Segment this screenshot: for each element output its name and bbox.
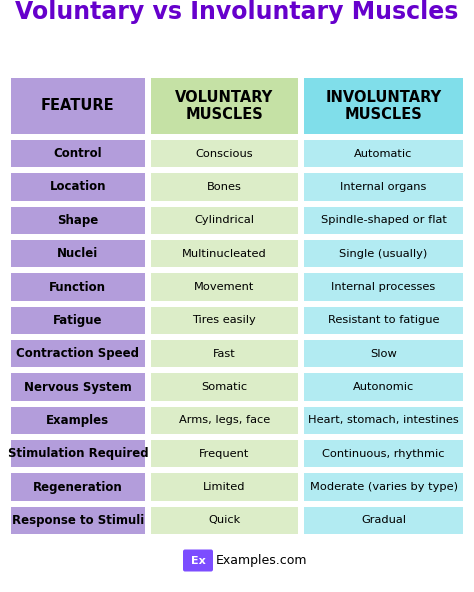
Bar — [304, 140, 463, 168]
Bar — [11, 173, 145, 201]
Text: Control: Control — [54, 147, 102, 160]
Bar — [11, 474, 145, 501]
Text: Nervous System: Nervous System — [24, 381, 132, 394]
Text: Heart, stomach, intestines: Heart, stomach, intestines — [308, 416, 459, 425]
Bar — [151, 307, 298, 334]
Text: Slow: Slow — [370, 349, 397, 359]
Bar — [11, 407, 145, 434]
Text: INVOLUNTARY
MUSCLES: INVOLUNTARY MUSCLES — [326, 90, 442, 122]
Text: Fatigue: Fatigue — [53, 314, 102, 327]
Text: Shape: Shape — [57, 214, 99, 227]
Bar — [11, 78, 145, 134]
Text: Cylindrical: Cylindrical — [194, 215, 255, 226]
Bar — [11, 440, 145, 467]
Text: Conscious: Conscious — [196, 149, 253, 159]
Bar — [11, 240, 145, 268]
Text: Contraction Speed: Contraction Speed — [16, 347, 139, 360]
Bar — [151, 207, 298, 234]
Text: Quick: Quick — [208, 515, 240, 525]
Bar — [151, 240, 298, 268]
Text: Examples.com: Examples.com — [216, 554, 308, 567]
Bar — [304, 440, 463, 467]
Bar — [151, 78, 298, 134]
Bar — [304, 207, 463, 234]
Text: Location: Location — [50, 181, 106, 194]
Text: Automatic: Automatic — [355, 149, 413, 159]
Bar — [151, 340, 298, 367]
Bar — [151, 140, 298, 168]
Text: Spindle-shaped or flat: Spindle-shaped or flat — [320, 215, 447, 226]
Bar — [151, 374, 298, 401]
Text: Examples: Examples — [46, 414, 109, 427]
Text: Internal organs: Internal organs — [340, 182, 427, 192]
Text: Movement: Movement — [194, 282, 255, 292]
Bar — [151, 474, 298, 501]
Text: VOLUNTARY
MUSCLES: VOLUNTARY MUSCLES — [175, 90, 273, 122]
Bar — [304, 374, 463, 401]
Text: Response to Stimuli: Response to Stimuli — [12, 514, 144, 527]
Text: Tires easily: Tires easily — [192, 316, 256, 326]
Bar — [11, 374, 145, 401]
Text: Frequent: Frequent — [199, 449, 250, 459]
Text: Stimulation Required: Stimulation Required — [8, 447, 148, 460]
Bar — [151, 440, 298, 467]
Bar — [11, 307, 145, 334]
Text: Limited: Limited — [203, 482, 246, 492]
Text: Single (usually): Single (usually) — [339, 249, 428, 259]
Bar — [151, 274, 298, 301]
Bar — [304, 307, 463, 334]
Text: Regeneration: Regeneration — [33, 481, 123, 494]
Text: Function: Function — [49, 281, 106, 294]
Bar — [11, 507, 145, 534]
Text: FEATURE: FEATURE — [41, 98, 115, 114]
Text: Continuous, rhythmic: Continuous, rhythmic — [322, 449, 445, 459]
Bar — [151, 407, 298, 434]
Text: Voluntary vs Involuntary Muscles: Voluntary vs Involuntary Muscles — [15, 0, 459, 24]
Text: Bones: Bones — [207, 182, 242, 192]
Bar — [11, 340, 145, 367]
Bar — [304, 173, 463, 201]
Bar — [304, 240, 463, 268]
Text: Somatic: Somatic — [201, 382, 247, 392]
Bar — [304, 274, 463, 301]
Bar — [11, 207, 145, 234]
Bar — [304, 78, 463, 134]
Text: Moderate (varies by type): Moderate (varies by type) — [310, 482, 457, 492]
FancyBboxPatch shape — [183, 549, 213, 571]
Text: Internal processes: Internal processes — [331, 282, 436, 292]
Bar — [304, 474, 463, 501]
Text: Multinucleated: Multinucleated — [182, 249, 267, 259]
Bar — [151, 173, 298, 201]
Text: Fast: Fast — [213, 349, 236, 359]
Bar — [8, 75, 466, 537]
Text: Ex: Ex — [191, 555, 205, 565]
Text: Resistant to fatigue: Resistant to fatigue — [328, 316, 439, 326]
Bar — [151, 507, 298, 534]
Text: Autonomic: Autonomic — [353, 382, 414, 392]
Text: Arms, legs, face: Arms, legs, face — [179, 416, 270, 425]
Bar — [11, 274, 145, 301]
Bar — [304, 507, 463, 534]
Bar — [304, 407, 463, 434]
Text: Gradual: Gradual — [361, 515, 406, 525]
Bar — [11, 140, 145, 168]
Bar — [304, 340, 463, 367]
Text: Nuclei: Nuclei — [57, 247, 99, 260]
